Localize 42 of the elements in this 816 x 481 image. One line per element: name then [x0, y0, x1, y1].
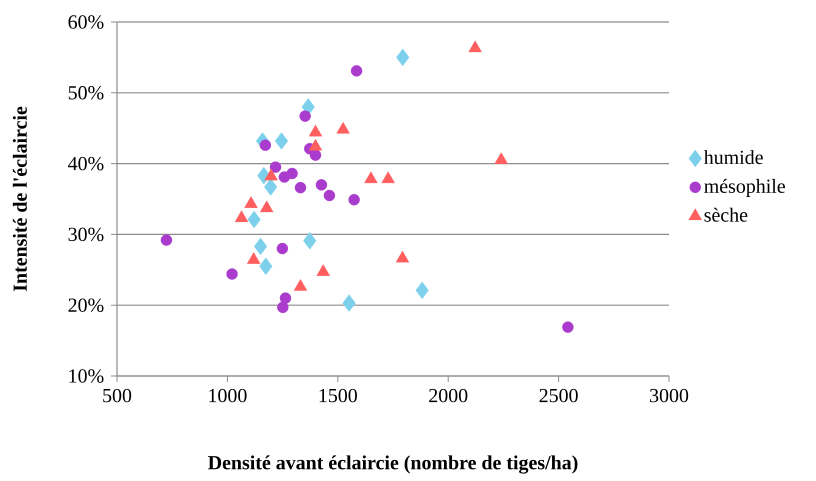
- x-tick-label: 500: [103, 388, 132, 402]
- point: [260, 139, 272, 151]
- point: [264, 178, 278, 196]
- point: [254, 238, 268, 256]
- point: [342, 294, 356, 312]
- point: [416, 282, 429, 300]
- y-tick-label: 40%: [68, 156, 104, 170]
- point: [294, 182, 306, 194]
- point: [259, 258, 272, 275]
- x-tick-label: 1500: [320, 388, 357, 402]
- point: [348, 194, 360, 206]
- x-axis-title: Densité avant éclaircie (nombre de tiges/ha): [208, 455, 578, 474]
- legend-label: sèche: [704, 208, 748, 222]
- point: [226, 268, 238, 280]
- point: [276, 242, 288, 254]
- x-tick-label: 1000: [209, 388, 247, 402]
- point: [396, 48, 410, 66]
- y-axis-title: Intensité de l'éclaircie: [12, 106, 27, 292]
- y-tick-label: 30%: [68, 228, 104, 242]
- point: [277, 302, 289, 314]
- legend-label: humide: [704, 150, 763, 164]
- point: [280, 292, 292, 304]
- x-tick-label: 2500: [540, 388, 578, 402]
- point: [270, 161, 282, 173]
- x-tick-label: 2000: [429, 388, 468, 402]
- point: [316, 179, 328, 191]
- point: [562, 321, 574, 333]
- x-tick-label: 3000: [650, 388, 688, 402]
- y-tick-label: 20%: [68, 298, 104, 312]
- point: [310, 149, 322, 161]
- point: [248, 210, 261, 228]
- point: [350, 65, 362, 77]
- point: [324, 190, 336, 202]
- point: [278, 171, 290, 183]
- point: [274, 132, 288, 150]
- y-tick-label: 10%: [69, 369, 104, 383]
- y-tick-label: 50%: [68, 86, 104, 100]
- point: [160, 234, 172, 246]
- legend-label: mésophile: [704, 178, 785, 197]
- point: [299, 110, 311, 122]
- point: [303, 232, 316, 250]
- y-tick-label: 60%: [68, 15, 104, 29]
